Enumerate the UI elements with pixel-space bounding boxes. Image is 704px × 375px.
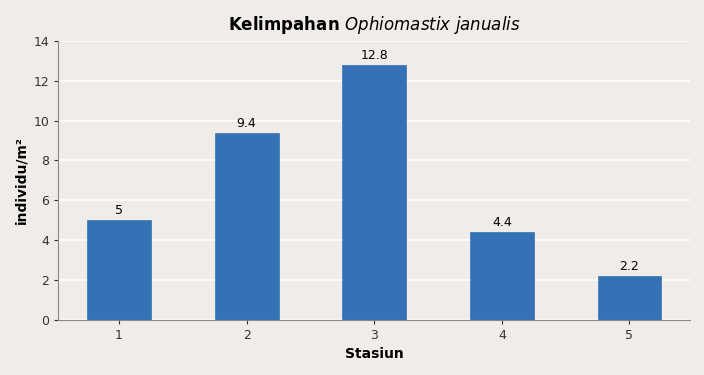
Text: 2.2: 2.2 [620, 260, 639, 273]
Text: 5: 5 [115, 204, 123, 217]
Bar [215, 132, 279, 320]
Bar [598, 276, 661, 320]
X-axis label: Stasiun: Stasiun [345, 347, 403, 361]
Bar [87, 220, 151, 320]
Bar [342, 65, 406, 320]
Text: 9.4: 9.4 [237, 117, 256, 129]
Y-axis label: individu/m²: individu/m² [14, 136, 28, 224]
Title: Kelimpahan $\it{Ophiomastix\ janualis}$: Kelimpahan $\it{Ophiomastix\ janualis}$ [228, 14, 520, 36]
Text: 12.8: 12.8 [360, 49, 388, 62]
Text: 4.4: 4.4 [492, 216, 512, 229]
Bar [470, 232, 534, 320]
